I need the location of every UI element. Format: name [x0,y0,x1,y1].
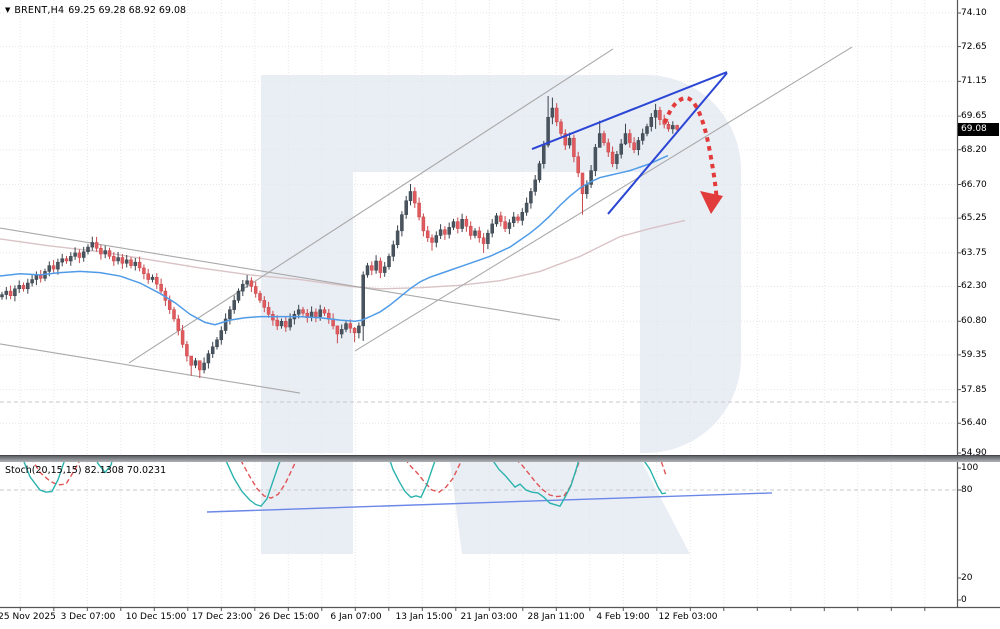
price-axis-label: 74.10 [961,8,987,18]
watermark-letter-leg [450,462,690,554]
price-axis-label: 71.15 [961,76,987,87]
time-axis-label: 4 Feb 19:00 [596,612,650,622]
price-axis-label: 57.85 [961,384,987,395]
indicator-axis-label: 80 [961,485,973,495]
indicator-axis-label: 100 [961,463,979,473]
ohlc-quote: 69.25 69.28 68.92 69.08 [68,4,187,16]
indicator-axis-label: 0 [961,595,967,605]
price-axis-label: 65.25 [961,213,987,224]
time-axis-label: 17 Dec 23:00 [191,612,253,622]
time-axis-label: 12 Feb 03:00 [658,612,718,622]
pane-separator[interactable] [0,455,1000,462]
time-axis-label: 3 Dec 07:00 [60,612,116,622]
indicator-axis-label: 20 [961,573,973,583]
current-price-badge: 69.08 [958,122,999,136]
time-axis-label: 25 Nov 2025 [0,612,56,622]
price-axis-label: 68.20 [961,144,987,155]
price-axis-label: 63.75 [961,247,987,258]
time-axis-label: 13 Jan 15:00 [395,612,453,622]
price-axis-label: 72.65 [961,41,987,52]
symbol-quote-bar[interactable]: ▼ BRENT,H4 69.25 69.28 68.92 69.08 [5,3,186,17]
price-axis-label: 66.70 [961,179,987,190]
time-axis-label: 6 Jan 07:00 [330,612,382,622]
time-axis-label: 10 Dec 15:00 [125,612,187,622]
price-axis-label: 54.90 [961,448,987,458]
price-axis-label: 59.35 [961,349,987,360]
time-axis-label: 28 Jan 11:00 [527,612,585,622]
price-axis-label: 60.80 [961,316,987,327]
indicator-label: Stoch(20,15,15) 82.1308 70.0231 [5,465,167,476]
price-axis-label: 56.40 [961,418,987,429]
time-axis-label: 26 Dec 15:00 [258,612,320,622]
price-axis-label: 62.30 [961,281,987,292]
symbol-period-label: BRENT,H4 [14,4,65,16]
indicator-axis[interactable] [957,462,1000,608]
price-axis-label: 69.65 [961,111,987,122]
dropdown-arrow-icon: ▼ [5,6,11,14]
time-axis-label: 21 Jan 03:00 [460,612,518,622]
